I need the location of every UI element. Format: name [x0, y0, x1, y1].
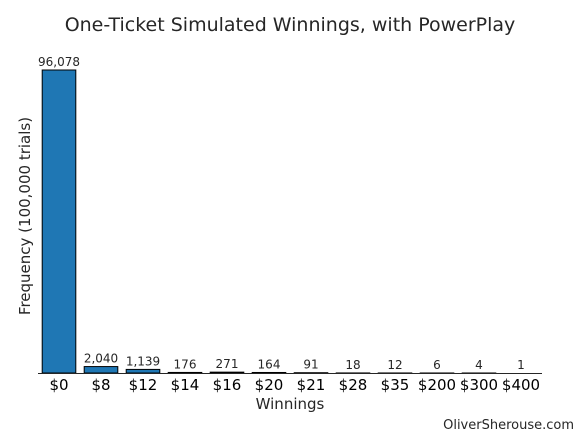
- x-tick-label: $14: [171, 376, 200, 394]
- x-tick-label: $21: [297, 376, 326, 394]
- y-axis-label: Frequency (100,000 trials): [16, 117, 34, 315]
- bar-value-label: 12: [387, 358, 402, 372]
- bar-value-label: 1: [517, 358, 525, 372]
- bar: [125, 368, 161, 374]
- x-axis-label: Winnings: [256, 395, 325, 413]
- chart-title: One-Ticket Simulated Winnings, with Powe…: [65, 14, 516, 36]
- x-tick-label: $20: [255, 376, 284, 394]
- bar-value-label: 1,139: [126, 354, 160, 368]
- x-tick-label: $28: [339, 376, 368, 394]
- site-credit: OliverSherouse.com: [443, 418, 574, 432]
- bar-value-label: 164: [258, 357, 281, 371]
- bar-value-label: 91: [303, 358, 318, 372]
- bar: [251, 371, 287, 374]
- bar-value-label: 4: [475, 358, 483, 372]
- x-tick-label: $8: [91, 376, 110, 394]
- x-tick-label: $200: [418, 376, 456, 394]
- x-tick-label: $16: [213, 376, 242, 394]
- bar: [167, 371, 203, 374]
- x-tick-group: $0 $8 $12 $14 $16 $20 $21 $28 $35 $200 $300 $400: [49, 376, 540, 394]
- bar-value-label: 6: [433, 358, 441, 372]
- bar-value-label: 96,078: [38, 55, 80, 69]
- bar-value-label: 18: [345, 358, 360, 372]
- data-label-group: 96,078 2,040 1,139 176 271 164 91 18 12 6 4 1: [38, 55, 525, 372]
- bar: [83, 366, 119, 374]
- x-tick-label: $400: [502, 376, 540, 394]
- x-tick-label: $0: [49, 376, 68, 394]
- x-tick-label: $300: [460, 376, 498, 394]
- x-tick-label: $12: [129, 376, 158, 394]
- bar-group: [41, 69, 497, 374]
- x-tick-label: $35: [381, 376, 410, 394]
- bar-value-label: 271: [216, 357, 239, 371]
- bar-value-label: 2,040: [84, 352, 118, 366]
- bar-value-label: 176: [174, 357, 197, 371]
- bar: [41, 69, 77, 374]
- bar: [209, 371, 245, 374]
